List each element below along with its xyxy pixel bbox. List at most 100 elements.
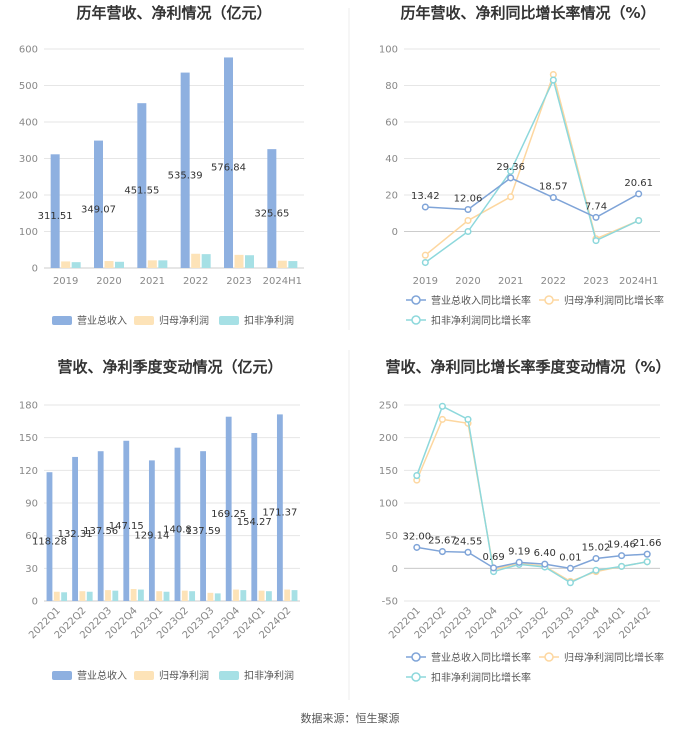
legend-label: 营业总收入同比增长率 bbox=[431, 294, 531, 307]
bar bbox=[79, 591, 86, 601]
x-tick-label: 2024H1 bbox=[263, 276, 302, 287]
y-tick-label: -50 bbox=[382, 597, 398, 608]
data-label: 349.07 bbox=[81, 204, 116, 215]
data-label: 24.55 bbox=[454, 536, 483, 547]
data-label: 325.65 bbox=[254, 209, 289, 220]
y-tick-label: 80 bbox=[385, 81, 398, 92]
bar bbox=[138, 589, 144, 601]
bar bbox=[234, 254, 244, 268]
legend-swatch bbox=[134, 671, 154, 680]
bar bbox=[180, 72, 190, 269]
series-point bbox=[438, 402, 446, 410]
bar bbox=[147, 260, 157, 268]
legend-swatch-marker bbox=[411, 672, 421, 682]
data-label: 140.8 bbox=[163, 524, 192, 535]
legend-label: 归母净利润同比增长率 bbox=[564, 651, 664, 664]
bar bbox=[123, 440, 130, 601]
data-label: 137.56 bbox=[83, 526, 118, 537]
data-label: 21.66 bbox=[633, 538, 662, 549]
x-tick-label: 2019 bbox=[53, 276, 78, 287]
series-point bbox=[464, 548, 472, 556]
data-label: 311.51 bbox=[38, 211, 73, 222]
bar bbox=[104, 261, 114, 268]
y-tick-label: 30 bbox=[25, 564, 38, 575]
series-point bbox=[507, 193, 515, 201]
annual-revenue-profit-chart: 历年营收、净利情况（亿元） 0 100 200 300 400 500 600 2019 2020… bbox=[19, 4, 304, 327]
bar bbox=[240, 590, 247, 601]
series-point bbox=[592, 566, 600, 574]
bar bbox=[105, 590, 111, 601]
legend-swatch-marker bbox=[411, 315, 421, 325]
series-point bbox=[515, 558, 523, 566]
bar bbox=[61, 261, 71, 268]
data-source-note: 数据来源：恒生聚源 bbox=[301, 711, 400, 725]
legend-label: 归母净利润 bbox=[159, 669, 209, 682]
legend-swatch bbox=[219, 316, 239, 325]
y-tick-label: 300 bbox=[19, 154, 38, 165]
series-line bbox=[416, 405, 648, 584]
series-point bbox=[643, 550, 651, 558]
data-label: 0.69 bbox=[482, 552, 504, 563]
y-tick-label: 200 bbox=[19, 191, 38, 202]
bar bbox=[156, 591, 163, 601]
data-label: 18.57 bbox=[539, 182, 568, 193]
series-line bbox=[425, 177, 640, 219]
bar bbox=[224, 57, 233, 268]
data-label: 118.28 bbox=[32, 537, 67, 548]
bar bbox=[71, 262, 81, 268]
y-tick-label: 60 bbox=[385, 118, 398, 129]
bar bbox=[158, 260, 168, 268]
data-label: 0.01 bbox=[559, 552, 581, 563]
bar bbox=[61, 592, 68, 601]
data-label: 154.27 bbox=[237, 517, 272, 528]
legend-swatch-marker bbox=[544, 295, 554, 305]
bar bbox=[251, 433, 258, 601]
series-line bbox=[424, 71, 639, 256]
bar bbox=[148, 460, 155, 601]
y-tick-label: 500 bbox=[19, 81, 38, 92]
chart-legend: 营业总收入 归母净利润 扣非净利润 bbox=[52, 314, 294, 327]
bar bbox=[112, 590, 119, 601]
x-tick-label: 2019 bbox=[413, 276, 438, 287]
bar bbox=[284, 589, 291, 601]
y-tick-label: 250 bbox=[379, 401, 398, 412]
series-point bbox=[438, 415, 446, 423]
y-tick-label: 0 bbox=[32, 264, 38, 275]
series-point bbox=[413, 543, 421, 551]
data-label: 13.42 bbox=[411, 191, 440, 202]
y-tick-label: 0 bbox=[392, 227, 398, 238]
data-label: 171.37 bbox=[262, 508, 297, 519]
x-tick-label: 2023 bbox=[226, 276, 251, 287]
y-tick-label: 150 bbox=[379, 466, 398, 477]
series-point bbox=[438, 548, 446, 556]
bar bbox=[291, 590, 298, 601]
data-label: 29.36 bbox=[496, 162, 525, 173]
series-point bbox=[635, 190, 643, 198]
series-point bbox=[421, 203, 429, 211]
series-point bbox=[549, 194, 557, 202]
bar bbox=[50, 154, 60, 268]
x-tick-label: 2020 bbox=[455, 276, 480, 287]
series-point bbox=[413, 472, 421, 480]
data-label: 19.46 bbox=[607, 540, 636, 551]
y-tick-label: 100 bbox=[379, 45, 398, 56]
bar bbox=[191, 253, 201, 268]
legend-label: 扣非净利润 bbox=[244, 669, 294, 682]
y-tick-label: 90 bbox=[25, 499, 38, 510]
series-line bbox=[416, 546, 648, 570]
series-point bbox=[421, 258, 429, 267]
legend-swatch-marker bbox=[544, 652, 554, 662]
legend-label: 扣非净利润 bbox=[244, 314, 294, 327]
bar bbox=[225, 416, 232, 601]
bar bbox=[130, 589, 137, 601]
legend-label: 归母净利润同比增长率 bbox=[564, 294, 664, 307]
y-tick-label: 0 bbox=[392, 564, 398, 575]
series-point bbox=[549, 76, 557, 84]
bar bbox=[276, 414, 283, 601]
legend-swatch bbox=[52, 316, 72, 325]
y-tick-label: 100 bbox=[19, 227, 38, 238]
x-tick-label: 2022 bbox=[183, 276, 208, 287]
bar bbox=[53, 591, 60, 601]
